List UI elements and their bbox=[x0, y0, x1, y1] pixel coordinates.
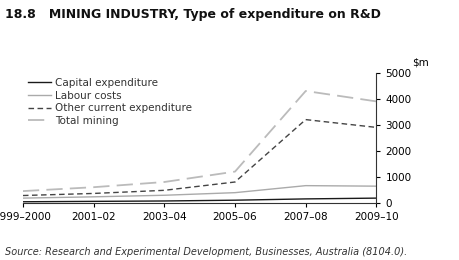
Total mining bbox=[232, 170, 238, 173]
Capital expenditure bbox=[91, 200, 96, 203]
Text: $m: $m bbox=[412, 57, 429, 67]
Total mining bbox=[91, 186, 96, 189]
Other current expenditure bbox=[162, 189, 167, 192]
Legend: Capital expenditure, Labour costs, Other current expenditure, Total mining: Capital expenditure, Labour costs, Other… bbox=[28, 78, 192, 126]
Total mining bbox=[20, 190, 26, 193]
Labour costs bbox=[20, 197, 26, 200]
Line: Capital expenditure: Capital expenditure bbox=[23, 198, 376, 202]
Labour costs bbox=[303, 184, 308, 187]
Line: Total mining: Total mining bbox=[23, 91, 376, 191]
Other current expenditure bbox=[232, 180, 238, 184]
Other current expenditure bbox=[20, 194, 26, 197]
Capital expenditure bbox=[303, 197, 308, 200]
Other current expenditure bbox=[303, 118, 308, 121]
Labour costs bbox=[162, 194, 167, 197]
Capital expenditure bbox=[232, 199, 238, 202]
Labour costs bbox=[232, 191, 238, 194]
Total mining bbox=[162, 180, 167, 184]
Text: Source: Research and Experimental Development, Businesses, Australia (8104.0).: Source: Research and Experimental Develo… bbox=[5, 248, 407, 257]
Capital expenditure bbox=[20, 200, 26, 203]
Capital expenditure bbox=[374, 197, 379, 200]
Line: Other current expenditure: Other current expenditure bbox=[23, 120, 376, 196]
Labour costs bbox=[374, 185, 379, 188]
Total mining bbox=[303, 89, 308, 93]
Other current expenditure bbox=[374, 126, 379, 129]
Text: 18.8   MINING INDUSTRY, Type of expenditure on R&D: 18.8 MINING INDUSTRY, Type of expenditur… bbox=[5, 8, 381, 21]
Line: Labour costs: Labour costs bbox=[23, 186, 376, 198]
Total mining bbox=[374, 100, 379, 103]
Other current expenditure bbox=[91, 192, 96, 195]
Capital expenditure bbox=[162, 199, 167, 203]
Labour costs bbox=[91, 195, 96, 198]
